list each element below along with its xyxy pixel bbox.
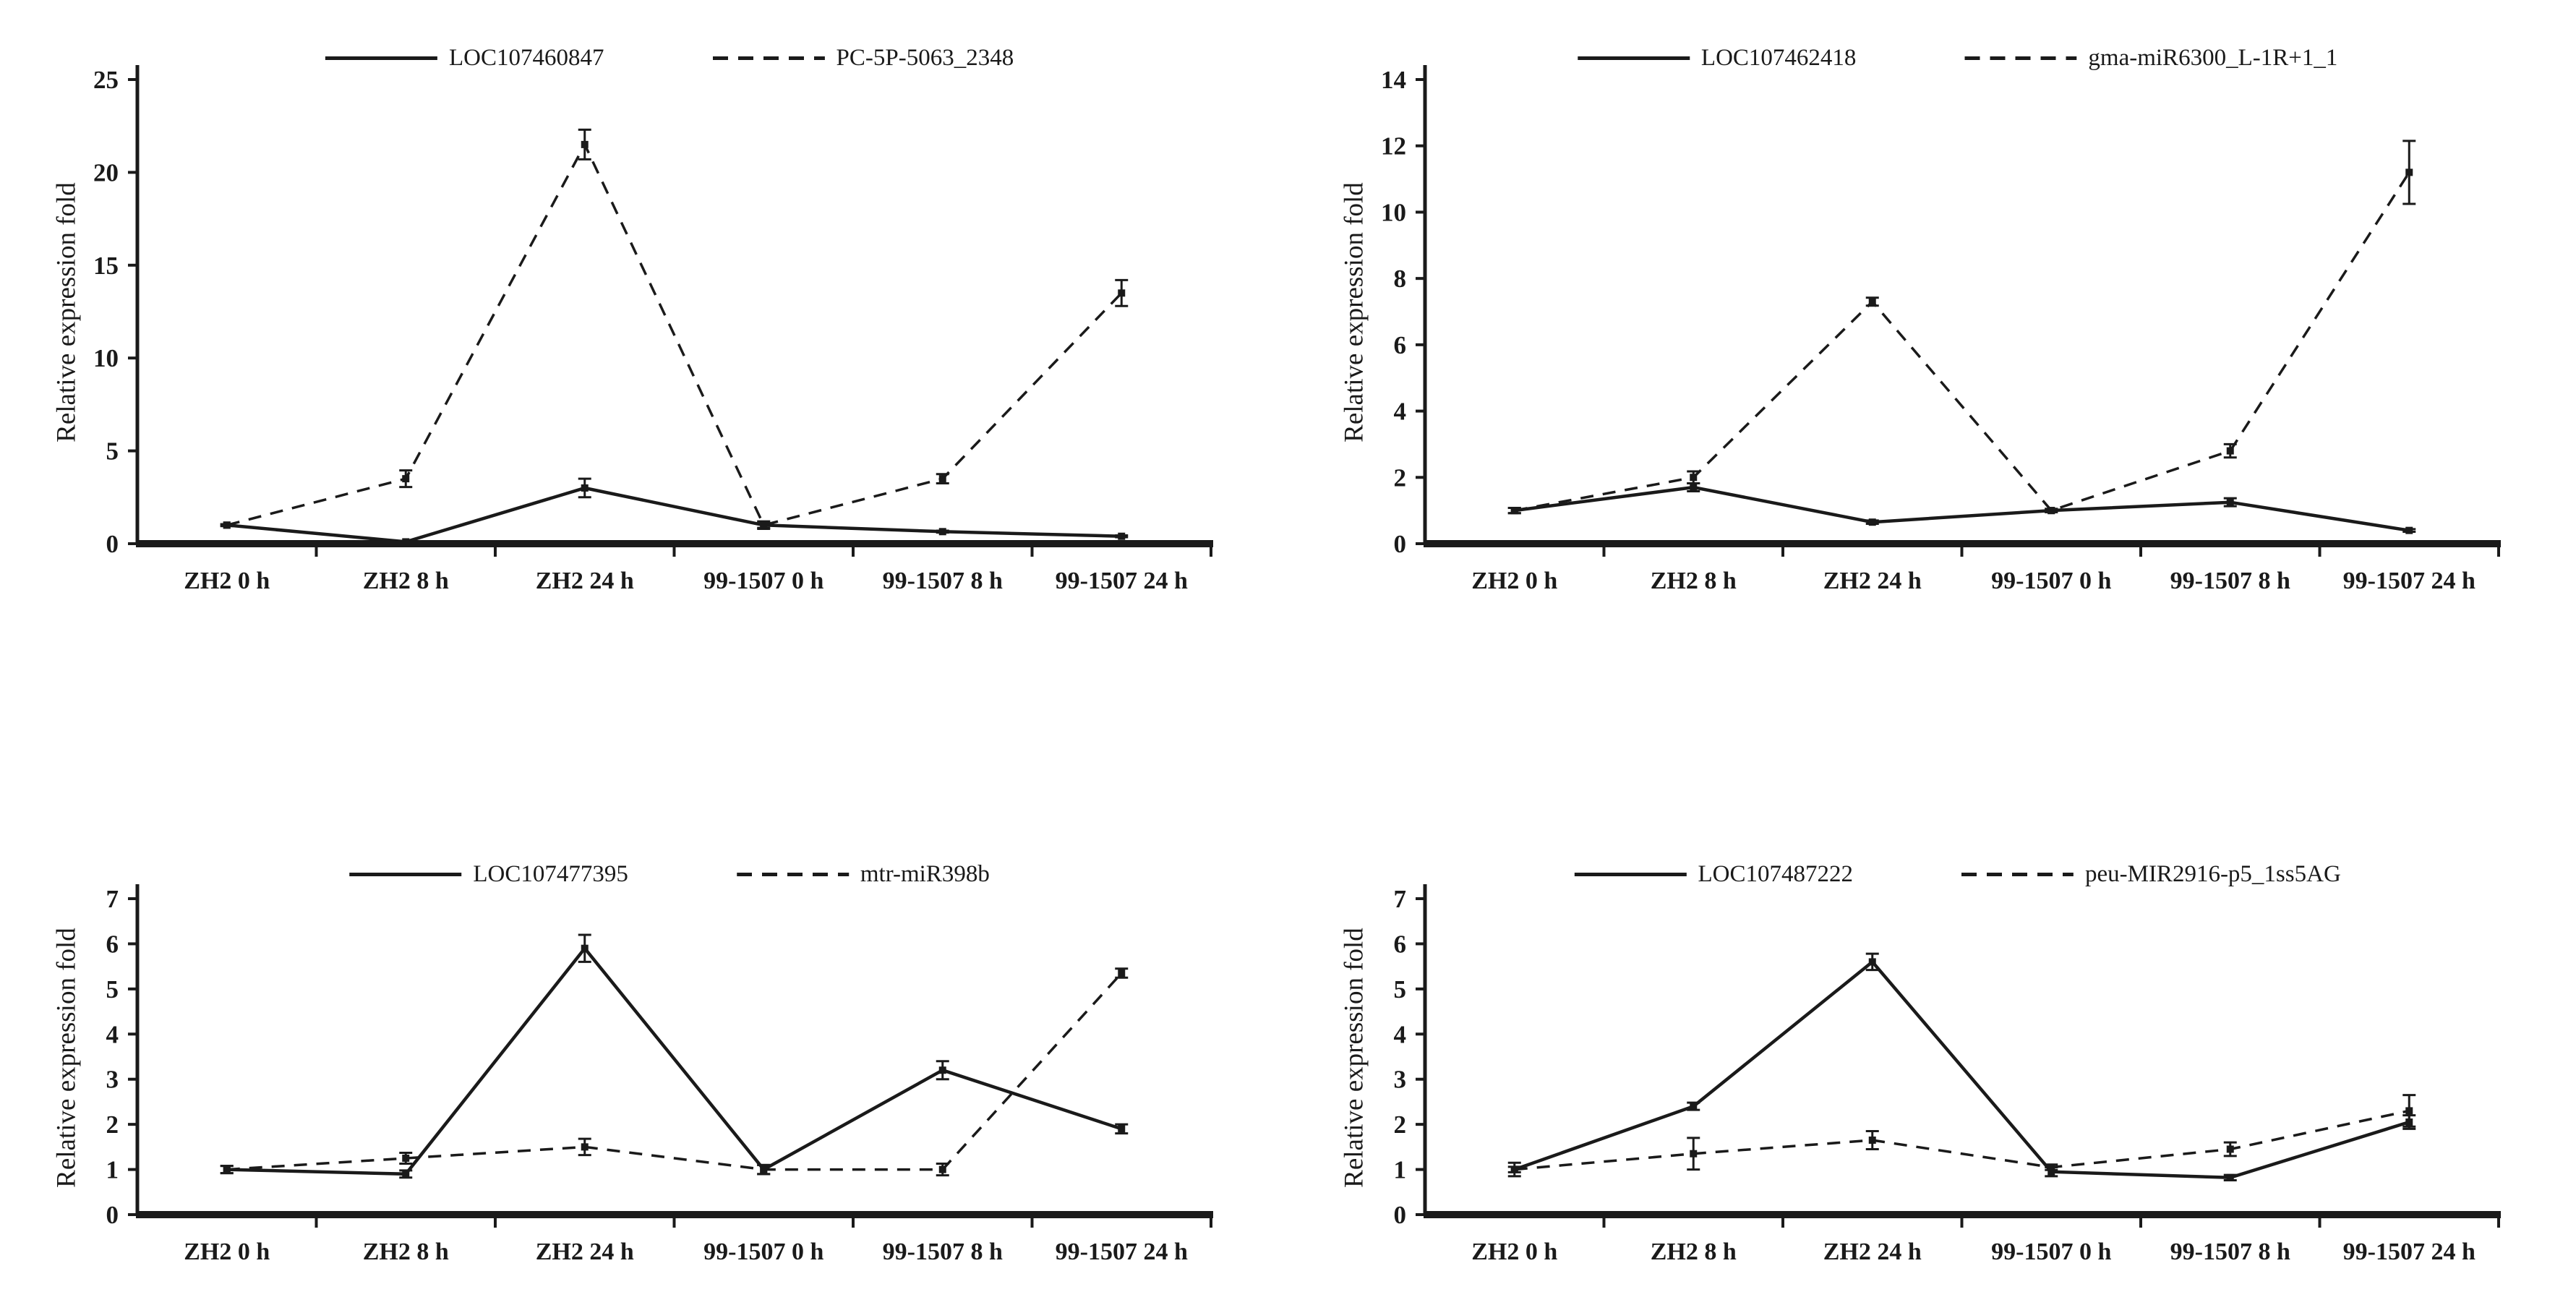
svg-text:6: 6 [106, 930, 119, 958]
chart-canvas-bottom-left: 0 1 2 3 4 5 6 7 ZH2 0 h ZH2 8 h ZH2 24 h 99-1507 0 … [106, 884, 1213, 1265]
svg-text:3: 3 [1394, 1066, 1407, 1094]
svg-text:99-1507 8 h: 99-1507 8 h [2170, 568, 2290, 594]
legend-item-solid: LOC107477395 [349, 861, 628, 888]
legend: LOC107477395 mtr-miR398b [349, 861, 990, 888]
svg-text:99-1507 8 h: 99-1507 8 h [883, 568, 1003, 594]
dashed-line-icon [1961, 873, 2074, 876]
legend: LOC107462418 gma-miR6300_L-1R+1_1 [1577, 45, 2337, 72]
legend-item-dashed: gma-miR6300_L-1R+1_1 [1964, 45, 2337, 72]
chart-panel-bottom-left: 0 1 2 3 4 5 6 7 ZH2 0 h ZH2 8 h ZH2 24 h 99-1507 0 … [0, 653, 1288, 1305]
svg-text:2: 2 [1394, 1111, 1407, 1139]
legend-item-dashed: PC-5P-5063_2348 [712, 45, 1014, 72]
svg-text:0: 0 [1394, 1201, 1407, 1229]
svg-text:0: 0 [106, 530, 119, 558]
svg-text:ZH2 24 h: ZH2 24 h [1823, 568, 1922, 594]
svg-text:5: 5 [1394, 975, 1407, 1004]
svg-text:99-1507 24 h: 99-1507 24 h [1056, 568, 1188, 594]
svg-text:ZH2 8 h: ZH2 8 h [1651, 568, 1737, 594]
svg-text:5: 5 [106, 975, 119, 1004]
legend-item-dashed: peu-MIR2916-p5_1ss5AG [1961, 861, 2341, 888]
legend-item-solid: LOC107460847 [325, 45, 604, 72]
svg-text:2: 2 [106, 1111, 119, 1139]
legend-label: LOC107487222 [1698, 861, 1853, 887]
svg-text:10: 10 [93, 344, 119, 372]
svg-text:15: 15 [93, 252, 119, 280]
y-axis-label: Relative expression fold [51, 182, 82, 442]
legend-label: mtr-miR398b [860, 861, 990, 887]
legend-item-dashed: mtr-miR398b [736, 861, 990, 888]
svg-text:99-1507 0 h: 99-1507 0 h [1991, 1238, 2111, 1265]
svg-text:7: 7 [1394, 885, 1407, 913]
chart-panel-top-left: 0 5 10 15 20 25 ZH2 0 h ZH2 8 h ZH2 24 h 99-1507 … [0, 0, 1288, 653]
svg-text:ZH2 8 h: ZH2 8 h [363, 1238, 449, 1265]
y-axis-label: Relative expression fold [51, 928, 82, 1188]
legend-label: LOC107477395 [473, 861, 628, 887]
svg-text:8: 8 [1394, 265, 1407, 293]
svg-text:99-1507 0 h: 99-1507 0 h [1991, 568, 2111, 594]
svg-text:ZH2 24 h: ZH2 24 h [536, 1238, 634, 1265]
svg-text:99-1507 8 h: 99-1507 8 h [883, 1238, 1003, 1265]
svg-text:12: 12 [1381, 132, 1406, 161]
solid-line-icon [349, 873, 462, 876]
svg-text:5: 5 [106, 437, 119, 466]
legend-label: PC-5P-5063_2348 [836, 45, 1014, 71]
dashed-line-icon [712, 56, 825, 60]
svg-text:ZH2 24 h: ZH2 24 h [1823, 1238, 1922, 1265]
svg-text:2: 2 [1394, 463, 1407, 492]
dashed-line-icon [1964, 56, 2077, 60]
svg-text:99-1507 24 h: 99-1507 24 h [2343, 1238, 2476, 1265]
svg-text:ZH2 0 h: ZH2 0 h [1471, 568, 1557, 594]
svg-text:1: 1 [1394, 1156, 1407, 1184]
y-axis-label: Relative expression fold [1339, 928, 1369, 1188]
svg-text:4: 4 [1394, 1020, 1407, 1048]
dashed-line-icon [736, 873, 849, 876]
svg-text:0: 0 [106, 1201, 119, 1229]
legend-label: LOC107460847 [449, 45, 604, 71]
svg-text:99-1507 24 h: 99-1507 24 h [2343, 568, 2476, 594]
svg-text:99-1507 0 h: 99-1507 0 h [703, 1238, 823, 1265]
svg-text:6: 6 [1394, 930, 1407, 958]
svg-text:10: 10 [1381, 198, 1406, 226]
legend-label: LOC107462418 [1700, 45, 1857, 71]
svg-text:1: 1 [106, 1156, 119, 1184]
svg-text:7: 7 [106, 885, 119, 913]
legend-item-solid: LOC107462418 [1577, 45, 1857, 72]
chart-panel-top-right: 0 2 4 6 8 10 12 14 ZH2 0 h ZH2 8 h ZH2 24 h 99-1507… [1288, 0, 2576, 653]
legend-label: peu-MIR2916-p5_1ss5AG [2084, 861, 2341, 887]
svg-text:99-1507 8 h: 99-1507 8 h [2170, 1238, 2290, 1265]
chart-panel-bottom-right: 0 1 2 3 4 5 6 7 ZH2 0 h ZH2 8 h ZH2 24 h 99-1507 0 … [1288, 653, 2576, 1305]
solid-line-icon [1574, 873, 1687, 876]
y-axis-label: Relative expression fold [1339, 182, 1369, 442]
svg-text:ZH2 8 h: ZH2 8 h [363, 568, 449, 594]
svg-text:4: 4 [106, 1020, 119, 1048]
chart-canvas-bottom-right: 0 1 2 3 4 5 6 7 ZH2 0 h ZH2 8 h ZH2 24 h 99-1507 0 … [1394, 884, 2501, 1265]
legend: LOC107460847 PC-5P-5063_2348 [325, 45, 1014, 72]
svg-text:ZH2 8 h: ZH2 8 h [1651, 1238, 1737, 1265]
chart-canvas-top-left: 0 5 10 15 20 25 ZH2 0 h ZH2 8 h ZH2 24 h 99-1507 … [93, 65, 1213, 594]
svg-text:ZH2 24 h: ZH2 24 h [536, 568, 634, 594]
svg-text:ZH2 0 h: ZH2 0 h [1471, 1238, 1557, 1265]
solid-line-icon [325, 56, 438, 60]
svg-text:3: 3 [106, 1066, 119, 1094]
legend-item-solid: LOC107487222 [1574, 861, 1853, 888]
svg-text:6: 6 [1394, 331, 1407, 359]
svg-text:25: 25 [93, 66, 119, 94]
svg-text:ZH2 0 h: ZH2 0 h [184, 1238, 270, 1265]
svg-text:ZH2 0 h: ZH2 0 h [184, 568, 270, 594]
solid-line-icon [1577, 56, 1690, 60]
svg-text:0: 0 [1394, 530, 1407, 558]
svg-text:14: 14 [1381, 66, 1406, 94]
svg-text:99-1507 0 h: 99-1507 0 h [703, 568, 823, 594]
svg-text:20: 20 [93, 158, 119, 187]
legend: LOC107487222 peu-MIR2916-p5_1ss5AG [1574, 861, 2341, 888]
legend-label: gma-miR6300_L-1R+1_1 [2088, 45, 2338, 71]
svg-text:99-1507 24 h: 99-1507 24 h [1056, 1238, 1188, 1265]
chart-canvas-top-right: 0 2 4 6 8 10 12 14 ZH2 0 h ZH2 8 h ZH2 24 h 99-1507… [1381, 65, 2501, 594]
svg-text:4: 4 [1394, 398, 1407, 426]
